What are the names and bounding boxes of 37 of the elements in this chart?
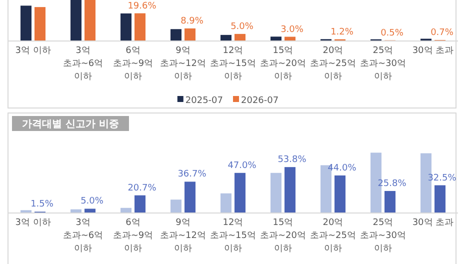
data-label: 19.6% — [128, 1, 157, 12]
x-tick-label: 9억 초과~12억 이하 — [160, 218, 206, 254]
x-tick-label: 25억 초과~30억 이하 — [360, 46, 406, 82]
x-tick-label: 15억 초과~20억 이하 — [260, 218, 306, 254]
x-tick-label: 20억 초과~25억 이하 — [310, 46, 356, 82]
data-label: 25.8% — [378, 178, 407, 189]
data-label: 47.0% — [228, 160, 257, 171]
x-tick-label: 3억 이하 — [15, 218, 51, 228]
data-label: 5.0% — [80, 196, 104, 207]
data-label: 0.7% — [430, 28, 454, 38]
data-label: 53.8% — [278, 155, 307, 166]
x-tick-label: 9억 초과~12억 이하 — [160, 46, 206, 82]
data-label: 20.7% — [128, 183, 157, 194]
data-label: 0.5% — [380, 28, 404, 38]
x-tick-label: 15억 초과~20억 이하 — [260, 46, 306, 82]
x-tick-label: 30억 초과 — [412, 218, 454, 228]
data-label: 44.0% — [328, 163, 357, 174]
chart-title: 가격대별 신고가 비중 — [22, 119, 119, 130]
x-tick-label: 25억 초과~30억 이하 — [360, 218, 406, 254]
data-label: 32.5% — [428, 173, 457, 184]
data-label: 5.0% — [230, 22, 254, 32]
data-label: 36.7% — [178, 170, 207, 180]
legend-label: 2025-07 — [185, 96, 223, 106]
data-label: 3.0% — [280, 24, 304, 35]
data-label: 1.5% — [30, 200, 54, 210]
x-tick-label: 6억 초과~9억 이하 — [112, 218, 154, 254]
x-tick-label: 3억 초과~6억 이하 — [62, 46, 104, 82]
data-label: 8.9% — [180, 16, 204, 26]
x-tick-label: 6억 초과~9억 이하 — [112, 46, 154, 82]
data-label: 1.2% — [330, 27, 354, 38]
x-tick-label: 3억 이하 — [15, 46, 51, 56]
x-tick-label: 12억 초과~15억 이하 — [210, 46, 256, 82]
x-tick-label: 12억 초과~15억 이하 — [210, 218, 256, 254]
legend-label: 2026-07 — [241, 96, 279, 106]
x-tick-label: 3억 초과~6억 이하 — [62, 218, 104, 254]
x-tick-label: 20억 초과~25억 이하 — [310, 218, 356, 254]
x-tick-label: 30억 초과 — [412, 46, 454, 56]
